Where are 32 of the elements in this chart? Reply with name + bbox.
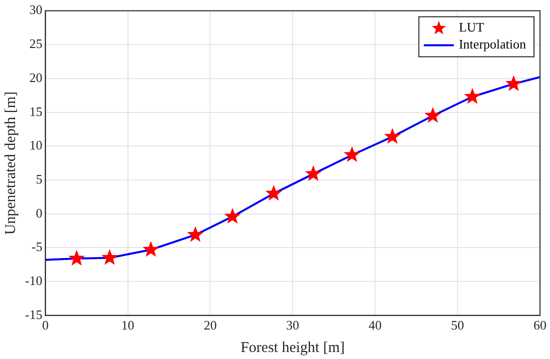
point [225, 208, 240, 223]
point [344, 147, 360, 162]
x-tick-label: 40 [368, 318, 382, 333]
point [306, 166, 321, 180]
x-tick-label: 20 [204, 318, 217, 333]
y-axis-title: Unpenetrated depth [m] [2, 91, 19, 235]
y-tick-label: 10 [29, 138, 42, 153]
point [506, 76, 521, 90]
point [465, 89, 480, 104]
legend-label: LUT [458, 20, 484, 35]
y-tick-label: 20 [29, 70, 42, 85]
y-tick-label: 0 [36, 205, 42, 220]
point [426, 108, 440, 122]
y-tick-label: -15 [24, 306, 42, 322]
x-tick-label: 10 [121, 318, 134, 333]
x-axis-title: Forest height [m] [240, 340, 345, 356]
point [385, 129, 400, 143]
y-tick-label: -5 [31, 239, 42, 254]
x-tick-label: 60 [534, 318, 546, 333]
y-tick-label: -10 [24, 272, 42, 288]
y-tick-label: 5 [36, 171, 42, 186]
point [188, 227, 203, 242]
y-tick-label: 25 [29, 36, 42, 52]
point [266, 186, 281, 200]
point [144, 242, 158, 256]
y-tick-label: 15 [29, 104, 42, 119]
point [69, 250, 84, 265]
point [102, 250, 117, 264]
x-tick-label: 50 [451, 318, 464, 333]
legend-label: Interpolation [458, 36, 526, 52]
x-tick-label: 30 [286, 318, 300, 333]
y-tick-label: 30 [29, 2, 42, 18]
